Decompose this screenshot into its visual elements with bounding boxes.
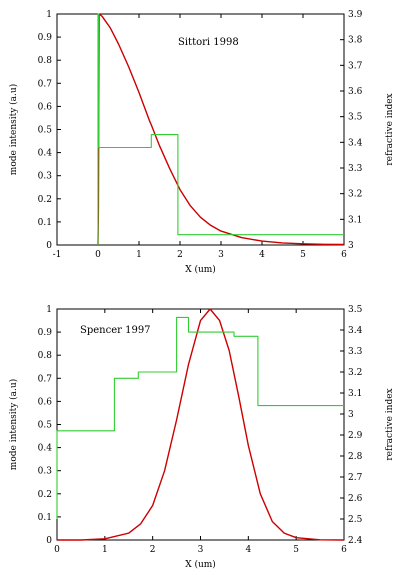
y-right-tick-label: 3.4 xyxy=(348,138,363,148)
series-mode-intensity xyxy=(57,308,345,541)
y-tick-label: 0.5 xyxy=(38,126,53,136)
y-right-tick-label: 2.9 xyxy=(348,431,363,441)
plot-frame xyxy=(56,308,345,541)
x-tick-label: 6 xyxy=(341,250,347,260)
x-tick-label: 6 xyxy=(341,545,347,555)
y-right-tick-label: 3.1 xyxy=(348,389,362,399)
y-tick-label: 0.2 xyxy=(38,195,52,205)
x-axis-label: X (um) xyxy=(185,264,216,275)
y-tick-label: 0.1 xyxy=(38,218,52,228)
x-tick-label: 2 xyxy=(150,545,156,555)
y-tick-label: 0.7 xyxy=(38,79,53,89)
y-right-tick-label: 2.7 xyxy=(348,473,363,483)
y-tick-label: 0.6 xyxy=(38,397,53,407)
x-tick-label: 2 xyxy=(177,250,183,260)
chart-annotation: Spencer 1997 xyxy=(80,325,151,336)
y-right-tick-label: 2.5 xyxy=(348,515,363,525)
y-right-tick-label: 3 xyxy=(348,241,354,251)
y-tick-label: 0.4 xyxy=(38,149,53,159)
y-right-tick-label: 3.1 xyxy=(348,215,362,225)
y-tick-label: 0.6 xyxy=(38,102,53,112)
y-right-tick-label: 3.7 xyxy=(348,61,363,71)
y-tick-label: 0.8 xyxy=(38,56,53,66)
y-right-tick-label: 3.8 xyxy=(348,36,363,46)
y-tick-label: 1 xyxy=(46,305,52,315)
y-right-tick-label: 3.2 xyxy=(348,190,362,200)
y-right-tick-label: 2.8 xyxy=(348,452,363,462)
y-tick-label: 0.9 xyxy=(38,33,53,43)
x-tick-label: 1 xyxy=(136,250,142,260)
series-mode-intensity xyxy=(97,13,345,246)
x-tick-label: -1 xyxy=(53,250,62,260)
x-tick-label: 0 xyxy=(54,545,60,555)
y-tick-label: 0 xyxy=(46,241,52,251)
series-refractive-index xyxy=(97,13,344,245)
x-tick-label: 5 xyxy=(293,545,299,555)
series-refractive-index xyxy=(56,316,344,519)
y-right-tick-label: 3.9 xyxy=(348,10,363,20)
y-tick-label: 0.5 xyxy=(38,421,53,431)
y-axis-label: mode intensity (a.u) xyxy=(8,84,19,175)
y-right-tick-label: 3.3 xyxy=(348,164,363,174)
y-right-axis-label: refractive index xyxy=(385,388,395,460)
y-right-tick-label: 3.6 xyxy=(348,87,363,97)
y-tick-label: 0.2 xyxy=(38,490,52,500)
y-tick-label: 1 xyxy=(46,10,52,20)
y-tick-label: 0.3 xyxy=(38,467,53,477)
y-right-tick-label: 3.5 xyxy=(348,305,363,315)
y-right-tick-label: 2.6 xyxy=(348,494,363,504)
y-tick-label: 0.7 xyxy=(38,374,53,384)
x-tick-label: 0 xyxy=(95,250,101,260)
x-tick-label: 5 xyxy=(300,250,306,260)
y-right-tick-label: 3.3 xyxy=(348,347,363,357)
y-tick-label: 0.4 xyxy=(38,444,53,454)
chart-spencer: 0 1 2 3 4 5 6 0 0.1 0.2 0.3 0.4 0.5 0.6 0.7 0.8 0.9 1 2.4 2… xyxy=(8,305,395,570)
y-tick-label: 0.9 xyxy=(38,328,53,338)
chart-annotation: Sittori 1998 xyxy=(178,37,239,48)
y-right-axis-label: refractive index xyxy=(385,93,395,165)
x-tick-label: 3 xyxy=(218,250,224,260)
x-tick-label: 3 xyxy=(198,545,204,555)
y-tick-label: 0.1 xyxy=(38,513,52,523)
y-tick-label: 0 xyxy=(46,536,52,546)
y-tick-label: 0.8 xyxy=(38,351,53,361)
plot-frame xyxy=(56,13,345,246)
y-tick-label: 0.3 xyxy=(38,172,53,182)
y-right-tick-label: 3.2 xyxy=(348,368,362,378)
y-right-tick-label: 3 xyxy=(348,410,354,420)
x-tick-label: 1 xyxy=(102,545,108,555)
x-tick-label: 4 xyxy=(245,545,251,555)
chart-sittori: -1 0 1 2 3 4 5 600.10.20.30.40.50.60.70.80.9133… xyxy=(8,10,395,275)
y-right-tick-label: 3.4 xyxy=(348,326,363,336)
x-axis-label: X (um) xyxy=(185,559,216,570)
y-right-tick-label: 2.4 xyxy=(348,536,363,546)
y-right-tick-label: 3.5 xyxy=(348,113,363,123)
x-tick-label: 4 xyxy=(259,250,265,260)
y-axis-label: mode intensity (a.u) xyxy=(8,379,19,470)
